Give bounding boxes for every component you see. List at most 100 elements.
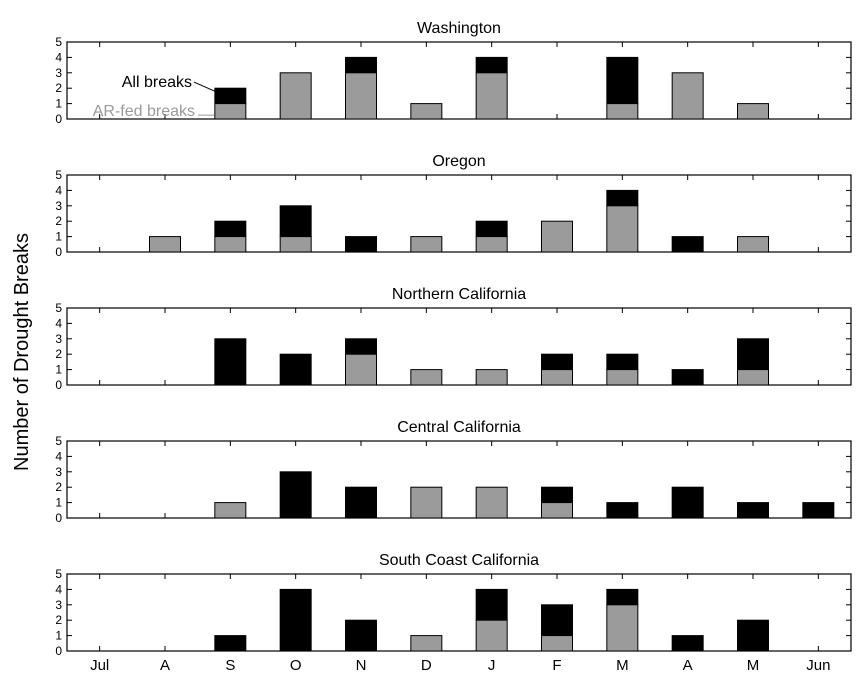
y-tick-label: 2 <box>55 81 62 95</box>
bar-all-breaks <box>345 619 377 652</box>
bar-ar-fed-breaks <box>214 103 247 120</box>
y-tick-label: 0 <box>55 511 62 525</box>
x-tick-label: J <box>488 657 496 674</box>
x-tick-label: N <box>356 657 367 674</box>
y-tick-label: 1 <box>55 97 62 111</box>
plot-frame <box>66 41 852 120</box>
y-tick-label: 2 <box>55 347 62 361</box>
plot-frame <box>66 174 852 253</box>
bar-ar-fed-breaks <box>410 369 443 386</box>
bar-all-breaks <box>671 236 704 253</box>
x-tick-label: M <box>616 657 629 674</box>
plot-frame <box>66 573 852 652</box>
y-tick-label: 4 <box>55 582 62 596</box>
bar-ar-fed-breaks <box>475 236 508 253</box>
bar-all-breaks <box>279 471 312 519</box>
y-tick-label: 2 <box>55 613 62 627</box>
bar-all-breaks <box>345 236 377 253</box>
y-tick-label: 3 <box>55 465 62 479</box>
y-tick-label: 5 <box>55 567 62 581</box>
plot-frame <box>66 440 852 519</box>
bar-ar-fed-breaks <box>606 103 639 120</box>
panel-title: Washington <box>417 20 501 37</box>
bar-all-breaks <box>345 338 377 355</box>
panel-2: Oregon 01 23 45 <box>55 153 852 259</box>
x-tick-label: F <box>552 657 561 674</box>
bar-ar-fed-breaks <box>541 635 573 652</box>
bar-all-breaks <box>541 604 573 637</box>
annotation-all-breaks: All breaks <box>122 74 192 91</box>
bar-all-breaks <box>279 588 312 652</box>
y-tick-label: 4 <box>55 316 62 330</box>
bar-ar-fed-breaks <box>345 353 377 386</box>
bar-all-breaks <box>214 87 247 105</box>
y-tick-label: 2 <box>55 214 62 228</box>
bar-ar-fed-breaks <box>410 635 443 652</box>
x-tick-label: A <box>683 657 693 674</box>
panel-title: Oregon <box>432 153 485 170</box>
bar-ar-fed-breaks <box>410 103 443 120</box>
panel-title: Central California <box>397 419 521 436</box>
bar-all-breaks <box>345 56 377 74</box>
x-tick-label: S <box>225 657 235 674</box>
bar-ar-fed-breaks <box>737 369 769 386</box>
y-tick-label: 4 <box>55 183 62 197</box>
bar-all-breaks <box>541 486 573 504</box>
y-tick-label: 3 <box>55 332 62 346</box>
bar-ar-fed-breaks <box>279 236 312 253</box>
bar-ar-fed-breaks <box>737 236 769 253</box>
y-axis-label: Number of Drought Breaks <box>11 233 33 471</box>
bar-all-breaks <box>737 619 769 652</box>
y-tick-label: 0 <box>55 245 62 259</box>
bar-ar-fed-breaks <box>149 236 181 253</box>
y-tick-label: 5 <box>55 168 62 182</box>
y-tick-label: 5 <box>55 35 62 49</box>
y-tick-label: 1 <box>55 230 62 244</box>
bar-all-breaks <box>737 502 769 519</box>
annotation-ar-fed-breaks: AR-fed breaks <box>93 103 195 120</box>
bar-all-breaks <box>671 369 704 386</box>
bar-ar-fed-breaks <box>541 220 573 253</box>
y-tick-label: 2 <box>55 480 62 494</box>
x-tick-label: A <box>160 657 170 674</box>
y-tick-label: 0 <box>55 378 62 392</box>
bar-all-breaks <box>606 588 639 606</box>
bar-ar-fed-breaks <box>671 72 704 120</box>
y-tick-label: 3 <box>55 66 62 80</box>
bar-all-breaks <box>606 56 639 105</box>
x-tick-label: Jul <box>90 657 109 674</box>
y-tick-label: 5 <box>55 434 62 448</box>
bar-all-breaks <box>802 502 835 519</box>
bar-ar-fed-breaks <box>541 369 573 386</box>
annotation-leader-all <box>193 81 216 92</box>
y-tick-label: 3 <box>55 598 62 612</box>
bar-all-breaks <box>279 353 312 386</box>
panel-title: South Coast California <box>379 552 539 569</box>
x-tick-label: O <box>290 657 302 674</box>
bar-all-breaks <box>606 189 639 207</box>
bar-all-breaks <box>737 338 769 371</box>
y-tick-label: 1 <box>55 629 62 643</box>
panel-5: South Coast California 01 23 45 Jul A S O N D J F M A… <box>55 552 852 674</box>
panel-1: Washington 01 23 45 All breaks AR-fed breaks <box>55 20 852 126</box>
y-tick-label: 4 <box>55 449 62 463</box>
y-tick-label: 5 <box>55 301 62 315</box>
bar-ar-fed-breaks <box>475 486 508 519</box>
plot-frame <box>66 307 852 386</box>
bar-ar-fed-breaks <box>214 236 247 253</box>
panel-title: Northern California <box>392 286 526 303</box>
bar-ar-fed-breaks <box>475 369 508 386</box>
bar-ar-fed-breaks <box>606 205 639 253</box>
y-tick-label: 1 <box>55 363 62 377</box>
bar-all-breaks <box>606 353 639 371</box>
bar-ar-fed-breaks <box>410 486 443 519</box>
bar-ar-fed-breaks <box>410 236 443 253</box>
y-tick-label: 3 <box>55 199 62 213</box>
y-tick-label: 4 <box>55 50 62 64</box>
y-tick-label: 0 <box>55 112 62 126</box>
x-tick-label: D <box>421 657 432 674</box>
bar-ar-fed-breaks <box>214 502 247 519</box>
bar-all-breaks <box>606 502 639 519</box>
bar-ar-fed-breaks <box>541 502 573 519</box>
